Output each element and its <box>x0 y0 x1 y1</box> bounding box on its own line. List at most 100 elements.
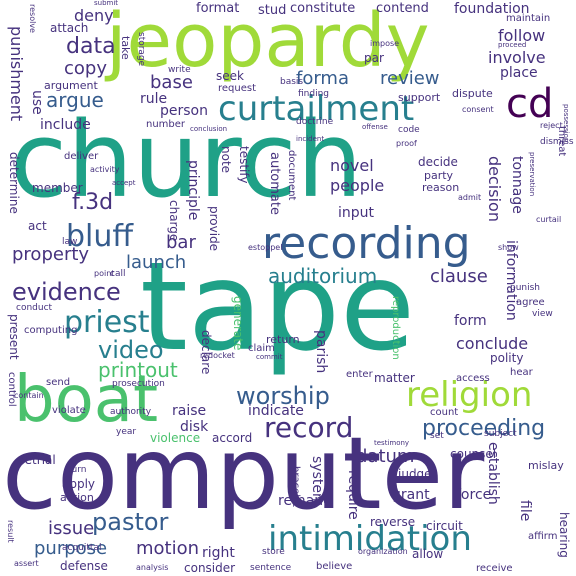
word-decision: decision <box>485 156 504 222</box>
word-proceed: proceed <box>498 41 527 49</box>
word-argue: argue <box>46 88 104 112</box>
word-conclusion: conclusion <box>190 125 228 133</box>
word-claim: claim <box>248 343 275 354</box>
word-raise: raise <box>172 403 207 419</box>
word-people: people <box>330 176 385 195</box>
word-reason: reason <box>422 181 460 194</box>
word-impose: impose <box>370 39 400 48</box>
word-religion: religion <box>406 375 533 415</box>
word-send: send <box>46 377 71 388</box>
word-contend: contend <box>376 1 429 16</box>
word-declare: declare <box>199 330 213 375</box>
word-auditorium: auditorium <box>268 264 378 288</box>
word-finding: finding <box>298 89 330 99</box>
word-determine: determine <box>7 152 21 214</box>
word-incident: incident <box>296 135 325 143</box>
word-accept: accept <box>112 179 136 187</box>
word-take: take <box>119 36 132 60</box>
word-code: code <box>398 125 420 135</box>
word-doctrine: doctrine <box>296 117 334 127</box>
word-redocket: redocket <box>200 351 235 360</box>
word-action: action <box>60 491 94 504</box>
word-tape: tape <box>140 236 416 378</box>
word-number: number <box>146 119 186 130</box>
word-basis: basis <box>280 77 304 87</box>
word-preservation: preservation <box>528 152 536 197</box>
word-authority: authority <box>110 407 152 417</box>
word-system: system <box>309 456 325 507</box>
word-deliver: deliver <box>64 151 99 162</box>
word-write: write <box>168 65 191 75</box>
word-consent: consent <box>462 105 494 114</box>
word-generate: generate <box>231 296 245 351</box>
word-testify: testify <box>237 146 251 184</box>
word-organization: organization <box>358 547 408 556</box>
word-bluff: bluff <box>66 219 134 254</box>
word-point: point <box>94 269 115 278</box>
word-show: show <box>498 243 519 252</box>
word-stud: stud <box>258 3 287 18</box>
word-bracelet: bracelet <box>290 466 301 508</box>
word-curtailment: curtailment <box>218 89 415 129</box>
word-curtail: curtail <box>536 215 562 224</box>
word-maintain: maintain <box>506 13 551 24</box>
word-act: act <box>28 219 47 233</box>
word-document: document <box>286 150 297 201</box>
word-support: support <box>398 91 441 104</box>
word-receive: receive <box>476 563 513 574</box>
word-dismiss: dismiss <box>540 137 574 147</box>
word-set: set <box>430 431 444 441</box>
word-format: format <box>196 1 240 16</box>
word-record: record <box>264 411 354 444</box>
word-believe: believe <box>316 561 353 572</box>
word-parish: parish <box>313 330 329 374</box>
word-return: return <box>266 333 300 346</box>
word-consider: consider <box>184 561 236 575</box>
word-accord: accord <box>212 431 253 445</box>
word-establish: establish <box>485 442 501 505</box>
word-acquittal: acquittal <box>62 543 102 553</box>
word-data: data <box>66 34 116 59</box>
word-form: form <box>454 313 487 329</box>
word-provide: provide <box>207 206 221 252</box>
word-threat: threat <box>556 126 567 157</box>
word-enter: enter <box>346 369 373 380</box>
word-pastor: pastor <box>92 508 169 536</box>
word-polity: polity <box>490 351 524 365</box>
word-member: member <box>32 181 83 195</box>
word-admit: admit <box>458 193 482 202</box>
word-foundation: foundation <box>454 1 530 17</box>
word-analysis: analysis <box>136 563 169 572</box>
word-principle: principle <box>185 160 201 221</box>
word-decide: decide <box>418 155 458 169</box>
word-charge: charge <box>167 200 181 242</box>
word-information: information <box>503 240 519 321</box>
word-proof: proof <box>396 139 417 148</box>
word-conduct: conduct <box>16 303 53 313</box>
word-rule: rule <box>140 91 168 107</box>
word-offense: offense <box>362 123 388 131</box>
word-conclude: conclude <box>456 334 529 353</box>
word-subject: subject <box>484 429 517 439</box>
word-automate: automate <box>267 152 282 215</box>
word-reject: reject <box>540 121 563 130</box>
word-argument: argument <box>44 79 98 92</box>
word-circuit: circuit <box>426 519 463 533</box>
word-evidence: evidence <box>12 278 121 306</box>
word-remand: remand <box>278 493 333 509</box>
word-involve: involve <box>488 48 546 67</box>
word-use: use <box>29 90 45 115</box>
word-retrial: retrial <box>20 453 56 467</box>
word-printout: printout <box>98 358 178 382</box>
word-allow: allow <box>412 547 444 561</box>
word-mislay: mislay <box>528 459 564 472</box>
word-f3d: f.3d <box>72 190 114 215</box>
word-resolve: resolve <box>28 4 37 33</box>
word-hearing: hearing <box>557 512 571 558</box>
word-agree: agree <box>516 297 545 308</box>
word-view: view <box>532 309 553 319</box>
word-affirm: affirm <box>528 531 558 542</box>
word-computing: computing <box>24 325 78 336</box>
word-constitute: constitute <box>290 1 356 16</box>
word-testimony: testimony <box>374 439 410 447</box>
